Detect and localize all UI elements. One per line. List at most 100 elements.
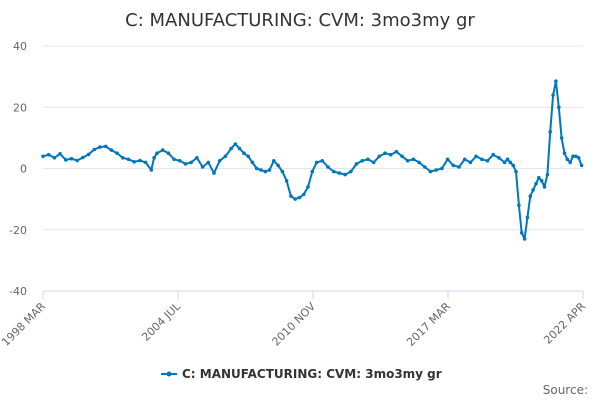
data-point (551, 93, 555, 97)
data-point (58, 152, 62, 156)
data-point (212, 171, 216, 175)
data-point (505, 157, 510, 162)
data-point (152, 156, 156, 160)
data-point (149, 168, 154, 172)
data-point (485, 159, 490, 163)
data-point (434, 168, 439, 172)
data-point (284, 179, 289, 183)
data-point (331, 169, 336, 174)
data-point (400, 154, 404, 159)
data-point (103, 144, 108, 149)
data-point (52, 156, 57, 160)
data-point (557, 105, 561, 110)
data-point (206, 160, 211, 165)
data-point (132, 160, 136, 164)
data-point (562, 151, 567, 155)
chart-title: C: MANUFACTURING: CVM: 3mo3my gr (125, 10, 475, 31)
data-point (554, 79, 558, 83)
data-point (280, 169, 285, 174)
data-point (242, 151, 246, 155)
data-point (508, 160, 513, 165)
data-point (246, 154, 250, 159)
data-point (545, 172, 550, 177)
data-point (519, 231, 524, 235)
data-point (405, 159, 410, 163)
data-point (297, 195, 302, 200)
legend[interactable]: C: MANUFACTURING: CVM: 3mo3my gr (161, 367, 442, 381)
data-point (138, 158, 142, 163)
data-point (525, 215, 530, 220)
data-point (457, 165, 461, 169)
data-point (559, 136, 564, 140)
data-point (272, 159, 276, 163)
data-point (502, 160, 507, 165)
data-point (517, 203, 521, 208)
data-point (178, 159, 182, 163)
data-point (46, 152, 51, 157)
data-point (314, 160, 319, 165)
data-point (98, 145, 102, 149)
data-point (92, 147, 97, 152)
data-point (217, 159, 222, 163)
data-point (121, 156, 125, 160)
legend-marker-icon (166, 371, 172, 377)
series-line (42, 80, 583, 240)
data-point (301, 192, 306, 197)
data-point (233, 142, 238, 146)
data-point (320, 159, 325, 163)
data-point (537, 175, 541, 180)
data-point (337, 171, 342, 175)
data-point (289, 194, 293, 198)
data-point (423, 165, 427, 169)
data-point (451, 163, 456, 168)
data-point (568, 160, 572, 165)
data-point (528, 194, 533, 198)
data-point (511, 163, 515, 168)
data-point (41, 154, 45, 159)
y-tick-label: -20 (9, 224, 27, 237)
data-point (383, 151, 387, 155)
data-point (86, 152, 91, 157)
data-point (166, 151, 171, 155)
data-point (267, 168, 272, 172)
data-point (579, 163, 584, 168)
data-point (576, 156, 581, 160)
data-point (349, 169, 353, 174)
data-point (229, 146, 233, 151)
data-point (155, 151, 159, 155)
data-point (574, 154, 578, 159)
data-point (189, 160, 193, 165)
data-point (480, 157, 484, 162)
data-point (326, 165, 330, 169)
data-point (172, 157, 176, 162)
data-point (200, 165, 205, 169)
data-point (360, 159, 365, 163)
data-point (474, 154, 478, 159)
data-point (531, 188, 535, 192)
data-point (440, 166, 444, 171)
data-point (428, 169, 433, 174)
series-group (41, 79, 584, 241)
data-point (366, 157, 370, 162)
x-axis-ticks: 1998 MAR 2004 JUL 2010 NOV 2017 MAR 2022 APR (0, 291, 588, 349)
x-tick-label: 2010 NOV (270, 300, 319, 349)
data-point (160, 148, 165, 152)
x-tick-label: 2004 JUL (139, 299, 183, 343)
data-point (354, 162, 359, 166)
legend-label: C: MANUFACTURING: CVM: 3mo3my gr (182, 367, 442, 381)
data-point (183, 162, 188, 166)
data-point (109, 148, 114, 152)
data-point (394, 149, 399, 154)
data-point (237, 146, 242, 151)
data-point (388, 152, 393, 157)
data-point (143, 160, 148, 165)
data-point (411, 157, 416, 162)
source-credit[interactable]: Source: (543, 383, 588, 397)
data-point (126, 157, 131, 162)
data-point (445, 157, 450, 162)
data-point (468, 160, 473, 165)
data-point (310, 169, 315, 174)
data-point (75, 158, 79, 163)
data-point (371, 160, 376, 165)
